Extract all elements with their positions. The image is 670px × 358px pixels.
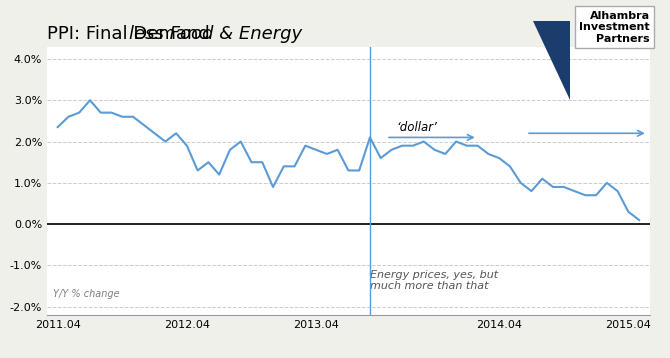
Text: ‘dollar’: ‘dollar’ (397, 121, 438, 134)
Text: Y/Y % change: Y/Y % change (53, 289, 119, 299)
Text: less Food & Energy: less Food & Energy (129, 25, 302, 43)
Text: Energy prices, yes, but
much more than that: Energy prices, yes, but much more than t… (370, 270, 498, 291)
Polygon shape (533, 21, 569, 100)
Text: PPI: Final Demand: PPI: Final Demand (47, 25, 215, 43)
Text: Alhambra
Investment
Partners: Alhambra Investment Partners (580, 11, 650, 44)
